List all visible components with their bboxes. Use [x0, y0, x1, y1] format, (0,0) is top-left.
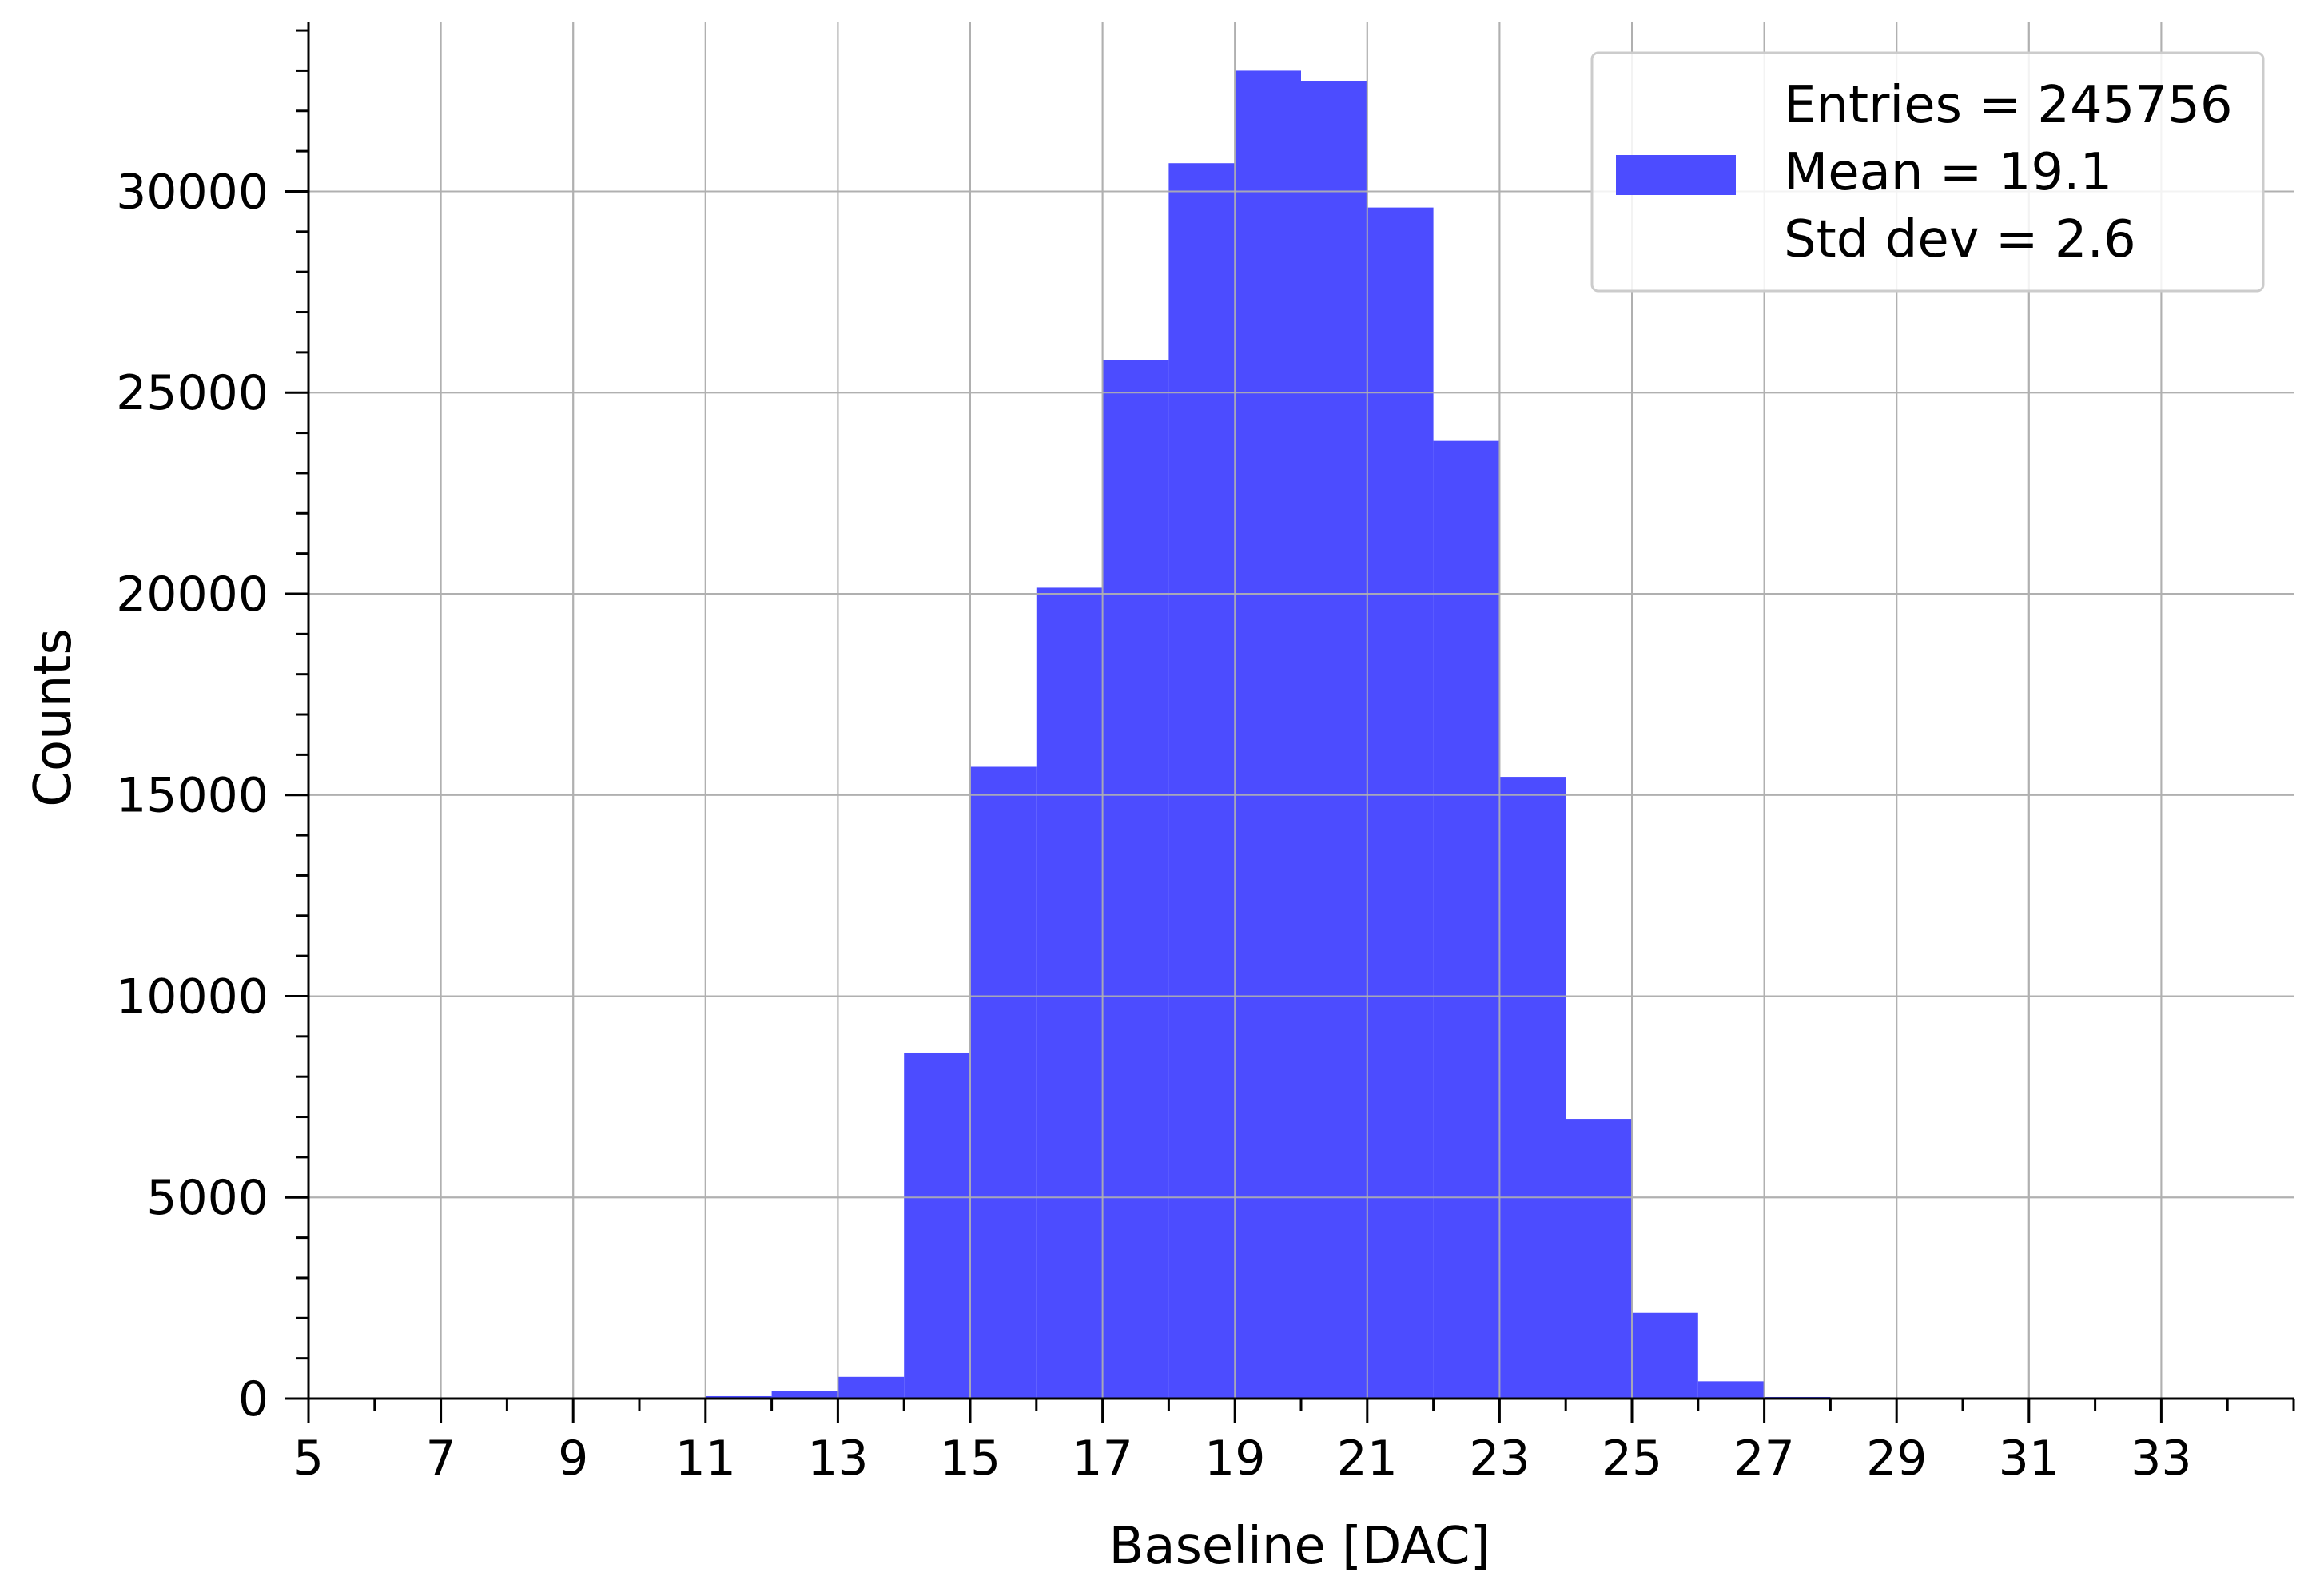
- x-axis-ticks: 5 7 9 11 13 15 17 19 21 23 25 27 29 31 33: [293, 1399, 2295, 1487]
- legend: Entries = 245756 Mean = 19.1 Std dev = 2…: [1590, 51, 2265, 293]
- histogram-bar: [1566, 1119, 1632, 1399]
- x-tick-label: 21: [1337, 1431, 1398, 1487]
- x-tick-label: 15: [940, 1431, 1001, 1487]
- histogram-bar: [1632, 1312, 1698, 1399]
- histogram-bar: [1433, 440, 1500, 1399]
- histogram-bars: [308, 22, 2294, 1399]
- x-tick-label: 19: [1204, 1431, 1265, 1487]
- histogram-bar: [1499, 777, 1566, 1399]
- y-tick-label: 5000: [146, 1170, 269, 1226]
- x-tick-label: 5: [293, 1431, 324, 1487]
- y-tick-label: 30000: [116, 164, 269, 220]
- histogram-bar: [838, 1376, 905, 1399]
- histogram-bar: [1168, 163, 1236, 1399]
- x-tick-label: 11: [675, 1431, 736, 1487]
- y-tick-label: 15000: [116, 768, 269, 824]
- histogram-bar: [1036, 587, 1103, 1399]
- x-tick-label: 25: [1602, 1431, 1662, 1487]
- x-tick-label: 17: [1072, 1431, 1132, 1487]
- histogram-bar: [1697, 1381, 1765, 1399]
- y-axis-ticks: 0 5000 10000 15000 20000 25000 30000: [116, 29, 308, 1427]
- y-tick-label: 25000: [116, 365, 269, 421]
- x-axis-title: Baseline [DAC]: [1108, 1517, 1490, 1576]
- histogram-bar: [1102, 360, 1169, 1399]
- histogram-bar: [970, 766, 1037, 1399]
- legend-mean: Mean = 19.1: [1784, 143, 2112, 202]
- x-tick-label: 27: [1733, 1431, 1794, 1487]
- histogram-bar: [1301, 81, 1367, 1399]
- x-tick-label: 9: [558, 1431, 588, 1487]
- histogram-bar: [771, 1391, 838, 1399]
- y-tick-label: 20000: [116, 567, 269, 623]
- histogram-bar: [1235, 70, 1301, 1399]
- x-tick-label: 31: [1999, 1431, 2059, 1487]
- x-tick-label: 29: [1866, 1431, 1927, 1487]
- histogram-bar: [1367, 207, 1434, 1399]
- y-axis-title: Counts: [24, 628, 83, 806]
- legend-box: [1590, 51, 2265, 293]
- x-tick-label: 33: [2131, 1431, 2191, 1487]
- legend-swatch: [1616, 155, 1736, 195]
- histogram-bar: [904, 1052, 970, 1399]
- x-tick-label: 7: [426, 1431, 456, 1487]
- legend-std-dev: Std dev = 2.6: [1784, 210, 2136, 269]
- y-tick-label: 10000: [116, 969, 269, 1025]
- x-tick-label: 23: [1469, 1431, 1530, 1487]
- y-tick-label: 0: [238, 1371, 269, 1427]
- legend-entries: Entries = 245756: [1784, 76, 2233, 135]
- x-tick-label: 13: [807, 1431, 868, 1487]
- histogram-bar: [705, 1395, 772, 1399]
